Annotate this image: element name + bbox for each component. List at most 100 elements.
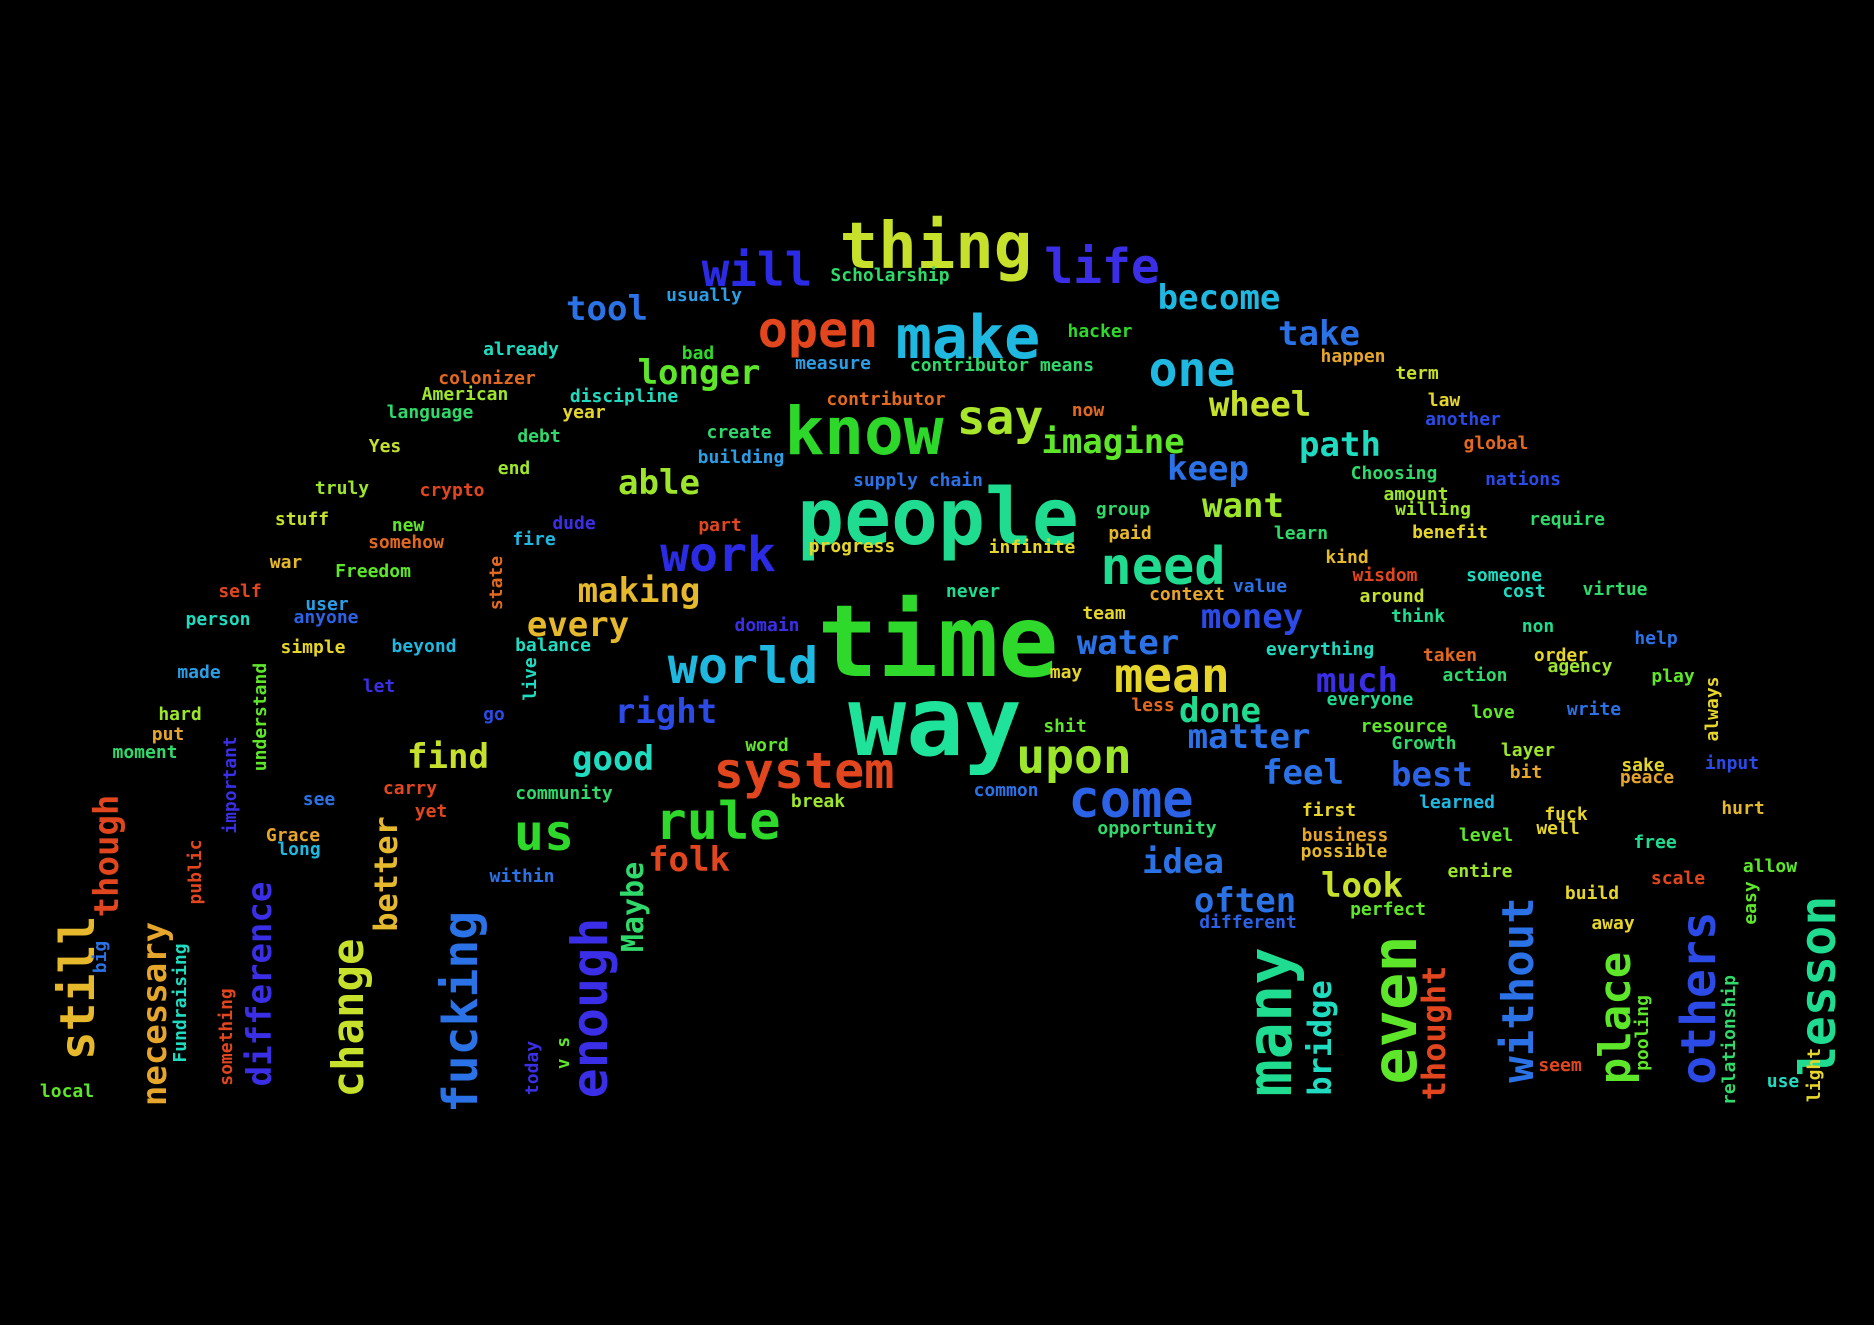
- word-fuck: fuck: [1544, 804, 1588, 825]
- word-without: without: [1493, 897, 1544, 1083]
- word-big: big: [90, 940, 111, 974]
- word-fundraising: Fundraising: [170, 943, 191, 1063]
- word-beyond: beyond: [391, 636, 457, 657]
- word-measure: measure: [795, 353, 871, 374]
- word-make: make: [895, 303, 1041, 373]
- word-self: self: [218, 581, 262, 602]
- word-someone: someone: [1466, 565, 1542, 586]
- word-non: non: [1521, 616, 1555, 637]
- word-often: often: [1193, 881, 1297, 921]
- word-today: today: [522, 1040, 543, 1096]
- word-folk: folk: [648, 840, 730, 880]
- word-something: something: [216, 988, 237, 1086]
- word-american: American: [421, 384, 509, 405]
- word-way: way: [848, 666, 1022, 778]
- word-easy: easy: [1740, 881, 1761, 925]
- word-find: find: [407, 737, 489, 777]
- word-longer: longer: [637, 353, 761, 393]
- word-peace: peace: [1619, 767, 1675, 788]
- word-long: long: [277, 839, 321, 860]
- word-every: every: [526, 605, 630, 645]
- word-better: better: [367, 816, 405, 932]
- word-infinite: infinite: [988, 537, 1076, 558]
- word-context: context: [1149, 584, 1225, 605]
- word-year: year: [562, 402, 606, 423]
- word-dude: dude: [552, 513, 596, 534]
- word-learn: learn: [1273, 523, 1329, 544]
- word-local: local: [39, 1081, 95, 1102]
- word-difference: difference: [240, 881, 280, 1087]
- word-benefit: benefit: [1412, 522, 1488, 543]
- word-freedom: Freedom: [335, 561, 411, 582]
- word-come: come: [1068, 770, 1194, 830]
- word-create: create: [706, 422, 772, 443]
- word-say: say: [956, 390, 1044, 446]
- word-team: team: [1082, 603, 1126, 624]
- word-bridge: bridge: [1301, 980, 1339, 1096]
- word-light: light: [1804, 1047, 1825, 1103]
- word-business: business: [1301, 825, 1389, 846]
- word-build: build: [1564, 883, 1620, 904]
- word-somehow: somehow: [368, 532, 444, 553]
- word-contributor: contributor: [826, 389, 946, 410]
- word-always: always: [1702, 676, 1723, 742]
- word-within: within: [489, 866, 555, 887]
- word-opportunity: opportunity: [1097, 818, 1217, 839]
- word-enough: enough: [561, 917, 619, 1099]
- word-help: help: [1634, 628, 1678, 649]
- word-first: first: [1301, 800, 1357, 821]
- word-done: done: [1179, 691, 1261, 731]
- word-shit: shit: [1043, 716, 1087, 737]
- word-good: good: [572, 739, 654, 779]
- word-require: require: [1529, 509, 1605, 530]
- word-relationship: relationship: [1719, 974, 1740, 1106]
- word-around: around: [1359, 586, 1425, 607]
- word-willing: willing: [1395, 499, 1471, 520]
- word-much: much: [1316, 661, 1398, 701]
- word-bit: bit: [1509, 762, 1543, 783]
- word-play: play: [1651, 666, 1695, 687]
- word-common: common: [973, 780, 1039, 801]
- word-domain: domain: [734, 615, 800, 636]
- word-user: user: [305, 594, 349, 615]
- word-taken: taken: [1422, 645, 1478, 666]
- word-know: know: [784, 393, 944, 470]
- word-bad: bad: [681, 343, 715, 364]
- word-already: already: [483, 339, 559, 360]
- word-person: person: [185, 609, 251, 630]
- word-global: global: [1463, 433, 1529, 454]
- word-language: language: [386, 402, 474, 423]
- word-made: made: [177, 662, 221, 683]
- word-love: love: [1471, 702, 1515, 723]
- word-hard: hard: [158, 704, 202, 725]
- word-making: making: [577, 571, 701, 611]
- word-order: order: [1533, 645, 1589, 666]
- word-allow: allow: [1742, 856, 1798, 877]
- word-state: state: [486, 555, 507, 611]
- word-sake: sake: [1621, 755, 1665, 776]
- word-though: though: [87, 794, 127, 918]
- word-life: life: [1044, 239, 1160, 295]
- word-group: group: [1095, 499, 1151, 520]
- word-growth: Growth: [1391, 733, 1457, 754]
- word-balance: balance: [515, 635, 591, 656]
- word-part: part: [698, 515, 742, 536]
- word-simple: simple: [280, 637, 346, 658]
- word-action: action: [1442, 665, 1508, 686]
- word-best: best: [1391, 755, 1473, 795]
- word-still: still: [50, 915, 106, 1061]
- word-perfect: perfect: [1350, 899, 1426, 920]
- word-never: never: [945, 581, 1001, 602]
- word-thought: thought: [1415, 965, 1453, 1101]
- word-yes: Yes: [368, 436, 402, 457]
- word-open: open: [757, 301, 879, 359]
- word-another: another: [1425, 409, 1501, 430]
- word-scale: scale: [1650, 868, 1706, 889]
- word-kind: kind: [1325, 547, 1369, 568]
- word-discipline: discipline: [569, 386, 679, 407]
- word-everything: everything: [1265, 639, 1375, 660]
- word-public: public: [185, 839, 206, 905]
- word-seem: seem: [1538, 1055, 1582, 1076]
- word-law: law: [1427, 390, 1461, 411]
- word-learned: learned: [1419, 792, 1495, 813]
